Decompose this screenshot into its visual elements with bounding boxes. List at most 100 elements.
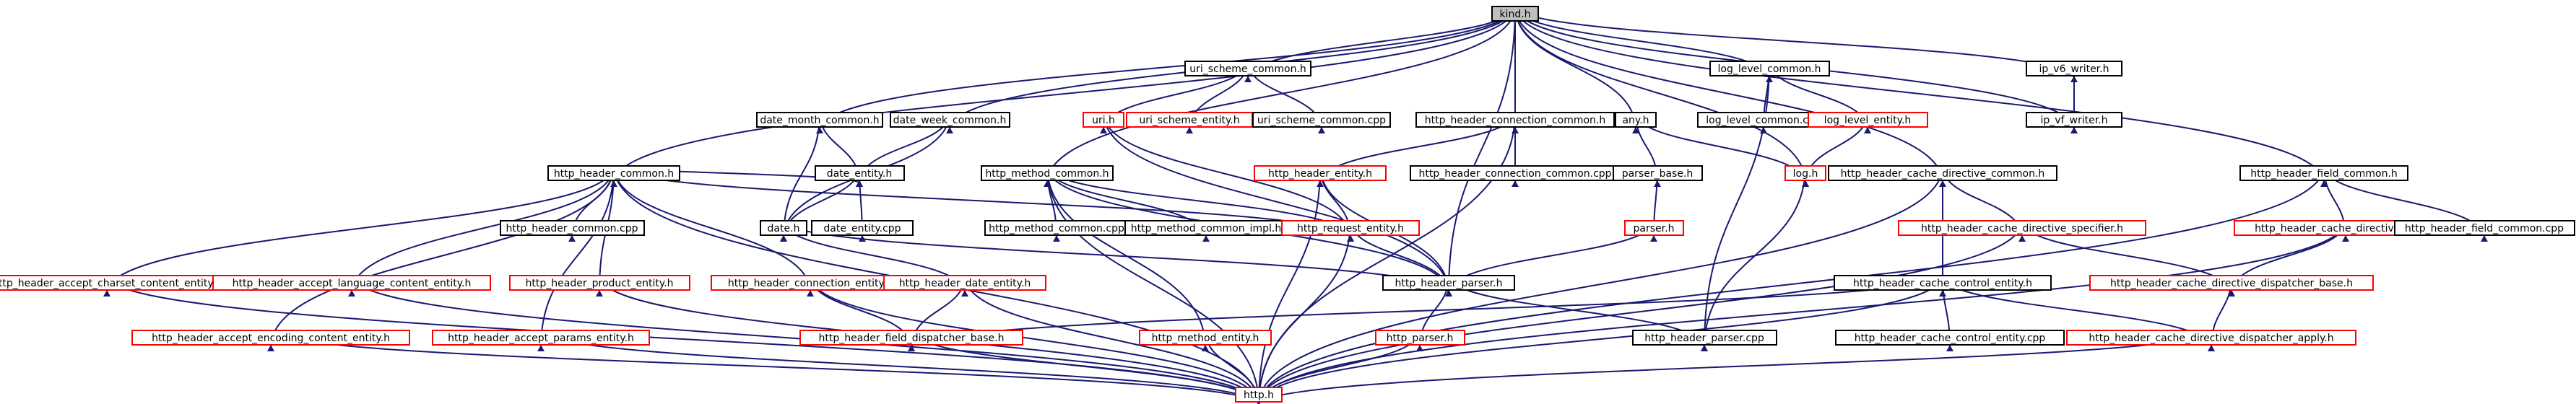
node-http-header-entity-h[interactable]: http_header_entity.h	[1254, 165, 1387, 181]
node-label: http_parser.h	[1387, 333, 1454, 344]
node-http-header-accept-encoding-content-entity-h[interactable]: http_header_accept_encoding_content_enti…	[131, 330, 410, 346]
node-any-h[interactable]: any.h	[1615, 112, 1657, 128]
node-date-week-common-h[interactable]: date_week_common.h	[890, 112, 1010, 128]
node-label: uri.h	[1092, 115, 1115, 126]
node-http-header-cache-directive-specifier-h[interactable]: http_header_cache_directive_specifier.h	[1898, 220, 2146, 236]
node-http-header-field-common-cpp[interactable]: http_header_field_common.cpp	[2394, 220, 2575, 236]
node-http-request-entity-h[interactable]: http_request_entity.h	[1281, 220, 1420, 236]
node-ip-v-writer-h[interactable]: ip_vf_writer.h	[2026, 112, 2122, 128]
node-parser-h[interactable]: parser.h	[1624, 220, 1684, 236]
node-http-header-cache-directive-common-h[interactable]: http_header_cache_directive_common.h	[1828, 165, 2057, 181]
node-http-header-common-cpp[interactable]: http_header_common.cpp	[500, 220, 645, 236]
dependency-edge	[613, 165, 811, 294]
node-log-level-common-h[interactable]: log_level_common.h	[1709, 61, 1830, 76]
dependency-edge	[1046, 6, 1516, 184]
node-date-entity-cpp[interactable]: date_entity.cpp	[811, 220, 914, 236]
node-http-header-parser-h[interactable]: http_header_parser.h	[1382, 275, 1515, 291]
edge-arrowhead	[1202, 345, 1209, 351]
dependency-edge	[1514, 6, 1943, 184]
node-http-header-connection-common-cpp[interactable]: http_header_connection_common.cpp	[1410, 165, 1621, 181]
node-label: http_header_connection_common.h	[1425, 115, 1606, 126]
node-box	[883, 275, 1046, 291]
node-http-method-entity-h[interactable]: http_method_entity.h	[1139, 330, 1272, 346]
node-uri-scheme-common-h[interactable]: uri_scheme_common.h	[1184, 61, 1311, 76]
node-http-header-product-entity-h[interactable]: http_header_product_entity.h	[509, 275, 690, 291]
dependency-edge	[1258, 165, 1943, 404]
edge-arrowhead	[1864, 127, 1871, 133]
edge-arrowhead	[537, 345, 545, 351]
node-label: log_level_entity.h	[1824, 115, 1912, 126]
edge-arrowhead	[1445, 290, 1452, 297]
node-kind-h[interactable]: kind.h	[1491, 6, 1539, 22]
edge-arrowhead	[596, 290, 603, 297]
node-uri-scheme-common-cpp[interactable]: uri_scheme_common.cpp	[1252, 112, 1391, 128]
node-http-header-field-dispatcher-base-h[interactable]: http_header_field_dispatcher_base.h	[799, 330, 1023, 346]
node-http-header-common-h[interactable]: http_header_common.h	[547, 165, 680, 181]
node-http-header-connection-entity-h[interactable]: http_header_connection_entity.h	[711, 275, 910, 291]
node-http-header-accept-language-content-entity-h[interactable]: http_header_accept_language_content_enti…	[212, 275, 491, 291]
node-box	[2239, 165, 2408, 181]
node-log-h[interactable]: log.h	[1784, 165, 1826, 181]
node-http-header-date-entity-h[interactable]: http_header_date_entity.h	[883, 275, 1046, 291]
node-date-entity-h[interactable]: date_entity.h	[815, 165, 905, 181]
node-box	[1898, 220, 2146, 236]
node-box	[1382, 275, 1515, 291]
node-http-method-common-h[interactable]: http_method_common.h	[981, 165, 1114, 181]
node-http-header-parser-cpp[interactable]: http_header_parser.cpp	[1632, 330, 1777, 346]
edge-arrowhead	[568, 235, 576, 242]
node-box	[547, 165, 680, 181]
node-label: date.h	[768, 223, 800, 234]
dependency-edge	[783, 112, 820, 239]
node-uri-h[interactable]: uri.h	[1083, 112, 1124, 128]
node-http-h[interactable]: http.h	[1235, 387, 1283, 403]
edge-arrowhead	[1946, 345, 1953, 351]
node-label: http_header_cache_directive_dispatcher_b…	[2110, 278, 2353, 289]
dependency-edge	[819, 6, 1516, 131]
node-box	[1491, 6, 1539, 22]
node-http-method-common-impl-h[interactable]: http_method_common_impl.h	[1124, 220, 1288, 236]
dependency-edge	[1258, 165, 2325, 404]
node-box	[509, 275, 690, 291]
node-ip-v6-writer-h[interactable]: ip_v6_writer.h	[2026, 61, 2122, 76]
dependency-edge	[1258, 220, 2023, 404]
edge-arrowhead	[1053, 235, 1060, 242]
node-log-level-entity-h[interactable]: log_level_entity.h	[1808, 112, 1928, 128]
node-http-header-cache-control-entity-h[interactable]: http_header_cache_control_entity.h	[1834, 275, 2052, 291]
node-label: parser.h	[1634, 223, 1675, 234]
node-http-header-cache-control-entity-cpp[interactable]: http_header_cache_control_entity.cpp	[1835, 330, 2065, 346]
node-label: http_method_common.h	[985, 168, 1109, 180]
node-http-header-field-common-h[interactable]: http_header_field_common.h	[2239, 165, 2408, 181]
node-log-level-common-cpp[interactable]: log_level_common.cpp	[1697, 112, 1830, 128]
node-label: ip_vf_writer.h	[2041, 115, 2108, 126]
node-box	[1632, 330, 1777, 346]
node-http-header-cache-directive-dispatcher-base-h[interactable]: http_header_cache_directive_dispatcher_b…	[2089, 275, 2374, 291]
node-label: http_header_field_common.cpp	[2405, 223, 2564, 234]
node-box	[2089, 275, 2374, 291]
node-http-method-common-cpp[interactable]: http_method_common.cpp	[984, 220, 1129, 236]
node-http-header-connection-common-h[interactable]: http_header_connection_common.h	[1415, 112, 1615, 128]
node-box	[1613, 165, 1703, 181]
node-date-month-common-h[interactable]: date_month_common.h	[756, 112, 883, 128]
edge-arrowhead	[2070, 127, 2078, 133]
node-label: log_level_common.h	[1718, 63, 1821, 75]
node-label: ip_v6_writer.h	[2039, 63, 2109, 75]
node-label: http_header_accept_language_content_enti…	[233, 278, 472, 289]
node-date-h[interactable]: date.h	[760, 220, 807, 236]
node-label: http_method_entity.h	[1152, 333, 1259, 344]
node-label: any.h	[1622, 115, 1649, 126]
node-http-parser-h[interactable]: http_parser.h	[1375, 330, 1465, 346]
node-parser-base-h[interactable]: parser_base.h	[1613, 165, 1703, 181]
node-box	[500, 220, 645, 236]
node-box	[2026, 61, 2122, 76]
node-label: date_entity.h	[827, 168, 893, 180]
node-uri-scheme-entity-h[interactable]: uri_scheme_entity.h	[1126, 112, 1253, 128]
node-http-header-accept-params-entity-h[interactable]: http_header_accept_params_entity.h	[432, 330, 650, 346]
node-http-header-cache-directive-dispatcher-apply-h[interactable]: http_header_cache_directive_dispatcher_a…	[2066, 330, 2356, 346]
node-http-header-accept-charset-content-entity-h[interactable]: http_header_accept_charset_content_entit…	[0, 275, 243, 291]
edge-arrowhead	[2342, 235, 2349, 242]
node-label: http_method_common.cpp	[989, 223, 1124, 234]
dependency-edge	[1514, 6, 2325, 184]
node-box	[2066, 330, 2356, 346]
node-label: uri_scheme_entity.h	[1139, 115, 1239, 126]
